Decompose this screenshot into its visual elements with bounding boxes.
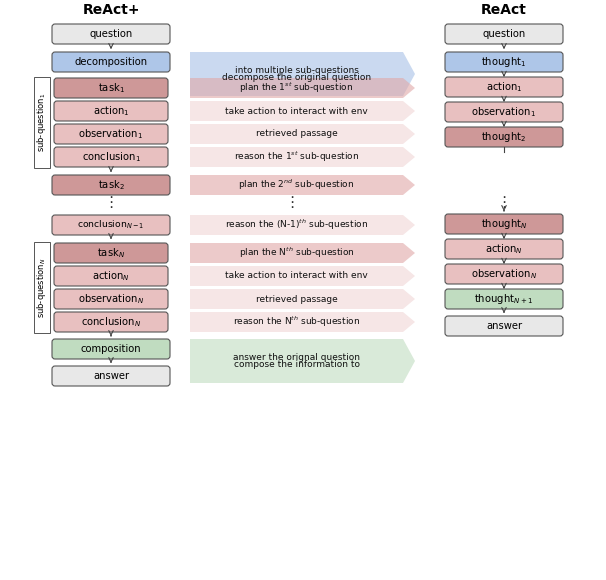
FancyBboxPatch shape bbox=[52, 52, 170, 72]
Polygon shape bbox=[190, 243, 415, 263]
Text: plan the 1$^{st}$ sub-question: plan the 1$^{st}$ sub-question bbox=[239, 81, 353, 95]
Bar bbox=[34, 242, 50, 333]
Text: observation$_N$: observation$_N$ bbox=[78, 292, 144, 306]
FancyBboxPatch shape bbox=[54, 147, 168, 167]
Text: conclusion$_N$: conclusion$_N$ bbox=[81, 315, 141, 329]
Polygon shape bbox=[190, 312, 415, 332]
Text: thought$_{N+1}$: thought$_{N+1}$ bbox=[474, 292, 533, 306]
Polygon shape bbox=[190, 78, 415, 98]
FancyBboxPatch shape bbox=[54, 78, 168, 98]
FancyBboxPatch shape bbox=[52, 366, 170, 386]
Text: plan the 2$^{nd}$ sub-question: plan the 2$^{nd}$ sub-question bbox=[238, 178, 355, 192]
Text: observation$_1$: observation$_1$ bbox=[471, 105, 536, 119]
FancyBboxPatch shape bbox=[445, 102, 563, 122]
Text: reason the (N-1)$^{th}$ sub-question: reason the (N-1)$^{th}$ sub-question bbox=[225, 218, 368, 232]
Text: action$_1$: action$_1$ bbox=[93, 104, 129, 118]
Text: thought$_2$: thought$_2$ bbox=[481, 130, 527, 144]
FancyBboxPatch shape bbox=[445, 289, 563, 309]
Text: action$_1$: action$_1$ bbox=[485, 80, 522, 94]
Text: conclusion$_{N-1}$: conclusion$_{N-1}$ bbox=[78, 219, 145, 231]
Text: plan the N$^{th}$ sub-question: plan the N$^{th}$ sub-question bbox=[239, 246, 355, 260]
Polygon shape bbox=[190, 339, 415, 383]
Text: ⋮: ⋮ bbox=[284, 194, 299, 209]
Text: conclusion$_1$: conclusion$_1$ bbox=[82, 150, 141, 164]
FancyBboxPatch shape bbox=[54, 243, 168, 263]
FancyBboxPatch shape bbox=[445, 316, 563, 336]
Text: ⋮: ⋮ bbox=[104, 194, 119, 209]
FancyBboxPatch shape bbox=[445, 52, 563, 72]
Text: take action to interact with env: take action to interact with env bbox=[225, 271, 368, 281]
FancyBboxPatch shape bbox=[54, 289, 168, 309]
Text: retrieved passage: retrieved passage bbox=[256, 129, 338, 139]
Polygon shape bbox=[190, 289, 415, 309]
FancyBboxPatch shape bbox=[52, 24, 170, 44]
Text: thought$_1$: thought$_1$ bbox=[481, 55, 527, 69]
Text: task$_1$: task$_1$ bbox=[98, 81, 124, 95]
Text: composition: composition bbox=[81, 344, 141, 354]
FancyBboxPatch shape bbox=[54, 266, 168, 286]
Text: decomposition: decomposition bbox=[75, 57, 148, 67]
Text: observation$_1$: observation$_1$ bbox=[79, 127, 144, 141]
Text: task$_N$: task$_N$ bbox=[97, 246, 125, 260]
FancyBboxPatch shape bbox=[445, 264, 563, 284]
Text: ReAct+: ReAct+ bbox=[82, 3, 140, 17]
FancyBboxPatch shape bbox=[445, 239, 563, 259]
Text: answer: answer bbox=[486, 321, 522, 331]
Polygon shape bbox=[190, 52, 415, 96]
Text: question: question bbox=[89, 29, 133, 39]
Text: task$_2$: task$_2$ bbox=[98, 178, 124, 192]
Polygon shape bbox=[190, 124, 415, 144]
Polygon shape bbox=[190, 175, 415, 195]
Text: decompose the original question: decompose the original question bbox=[222, 73, 371, 82]
Text: action$_N$: action$_N$ bbox=[485, 242, 523, 256]
Text: question: question bbox=[482, 29, 525, 39]
Text: reason the 1$^{st}$ sub-question: reason the 1$^{st}$ sub-question bbox=[234, 150, 359, 164]
FancyBboxPatch shape bbox=[52, 215, 170, 235]
FancyBboxPatch shape bbox=[54, 101, 168, 121]
Text: thought$_N$: thought$_N$ bbox=[481, 217, 527, 231]
Text: sub-question$_1$: sub-question$_1$ bbox=[36, 93, 48, 152]
Bar bbox=[34, 77, 50, 168]
FancyBboxPatch shape bbox=[52, 339, 170, 359]
Text: into multiple sub-questions: into multiple sub-questions bbox=[235, 66, 358, 75]
Polygon shape bbox=[190, 147, 415, 167]
FancyBboxPatch shape bbox=[445, 127, 563, 147]
Text: ⋮: ⋮ bbox=[496, 194, 511, 209]
Polygon shape bbox=[190, 101, 415, 121]
Text: sub-question$_N$: sub-question$_N$ bbox=[36, 258, 48, 318]
FancyBboxPatch shape bbox=[445, 214, 563, 234]
FancyBboxPatch shape bbox=[54, 124, 168, 144]
Polygon shape bbox=[190, 266, 415, 286]
Text: compose the information to: compose the information to bbox=[233, 360, 359, 369]
FancyBboxPatch shape bbox=[52, 175, 170, 195]
Text: observation$_N$: observation$_N$ bbox=[471, 267, 537, 281]
FancyBboxPatch shape bbox=[54, 312, 168, 332]
FancyBboxPatch shape bbox=[445, 24, 563, 44]
Text: answer: answer bbox=[93, 371, 129, 381]
Text: retrieved passage: retrieved passage bbox=[256, 295, 338, 303]
Text: action$_N$: action$_N$ bbox=[92, 269, 130, 283]
Text: reason the N$^{th}$ sub-question: reason the N$^{th}$ sub-question bbox=[233, 315, 360, 329]
Polygon shape bbox=[190, 215, 415, 235]
Text: take action to interact with env: take action to interact with env bbox=[225, 107, 368, 115]
Text: answer the orignal question: answer the orignal question bbox=[233, 353, 360, 362]
FancyBboxPatch shape bbox=[445, 77, 563, 97]
Text: ReAct: ReAct bbox=[481, 3, 527, 17]
